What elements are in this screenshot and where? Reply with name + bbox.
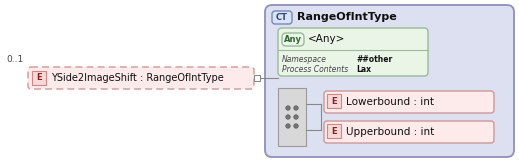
Text: YSide2ImageShift : RangeOfIntType: YSide2ImageShift : RangeOfIntType bbox=[51, 73, 224, 83]
Circle shape bbox=[294, 115, 298, 119]
FancyBboxPatch shape bbox=[272, 11, 292, 24]
Bar bbox=[254, 75, 260, 81]
Circle shape bbox=[286, 124, 290, 128]
Text: CT: CT bbox=[276, 13, 288, 22]
Text: 0..1: 0..1 bbox=[6, 55, 23, 64]
Text: Process Contents: Process Contents bbox=[282, 66, 348, 74]
Text: E: E bbox=[36, 74, 42, 82]
FancyBboxPatch shape bbox=[324, 91, 494, 113]
Circle shape bbox=[286, 106, 290, 110]
Circle shape bbox=[294, 106, 298, 110]
Text: E: E bbox=[331, 96, 337, 105]
Text: <Any>: <Any> bbox=[308, 35, 345, 44]
FancyBboxPatch shape bbox=[278, 28, 428, 76]
Text: ##other: ##other bbox=[356, 54, 392, 64]
Circle shape bbox=[294, 124, 298, 128]
Circle shape bbox=[286, 115, 290, 119]
Bar bbox=[278, 88, 306, 146]
Text: RangeOfIntType: RangeOfIntType bbox=[297, 13, 397, 22]
FancyBboxPatch shape bbox=[265, 5, 514, 157]
FancyBboxPatch shape bbox=[282, 33, 304, 46]
Bar bbox=[327, 94, 341, 108]
Bar bbox=[32, 71, 46, 85]
Text: Namespace: Namespace bbox=[282, 54, 327, 64]
Text: Lax: Lax bbox=[356, 66, 371, 74]
Text: E: E bbox=[331, 126, 337, 135]
Text: Lowerbound : int: Lowerbound : int bbox=[346, 97, 434, 107]
FancyBboxPatch shape bbox=[28, 67, 254, 89]
Text: Any: Any bbox=[284, 35, 302, 44]
Text: Upperbound : int: Upperbound : int bbox=[346, 127, 434, 137]
FancyBboxPatch shape bbox=[324, 121, 494, 143]
Bar bbox=[327, 124, 341, 138]
